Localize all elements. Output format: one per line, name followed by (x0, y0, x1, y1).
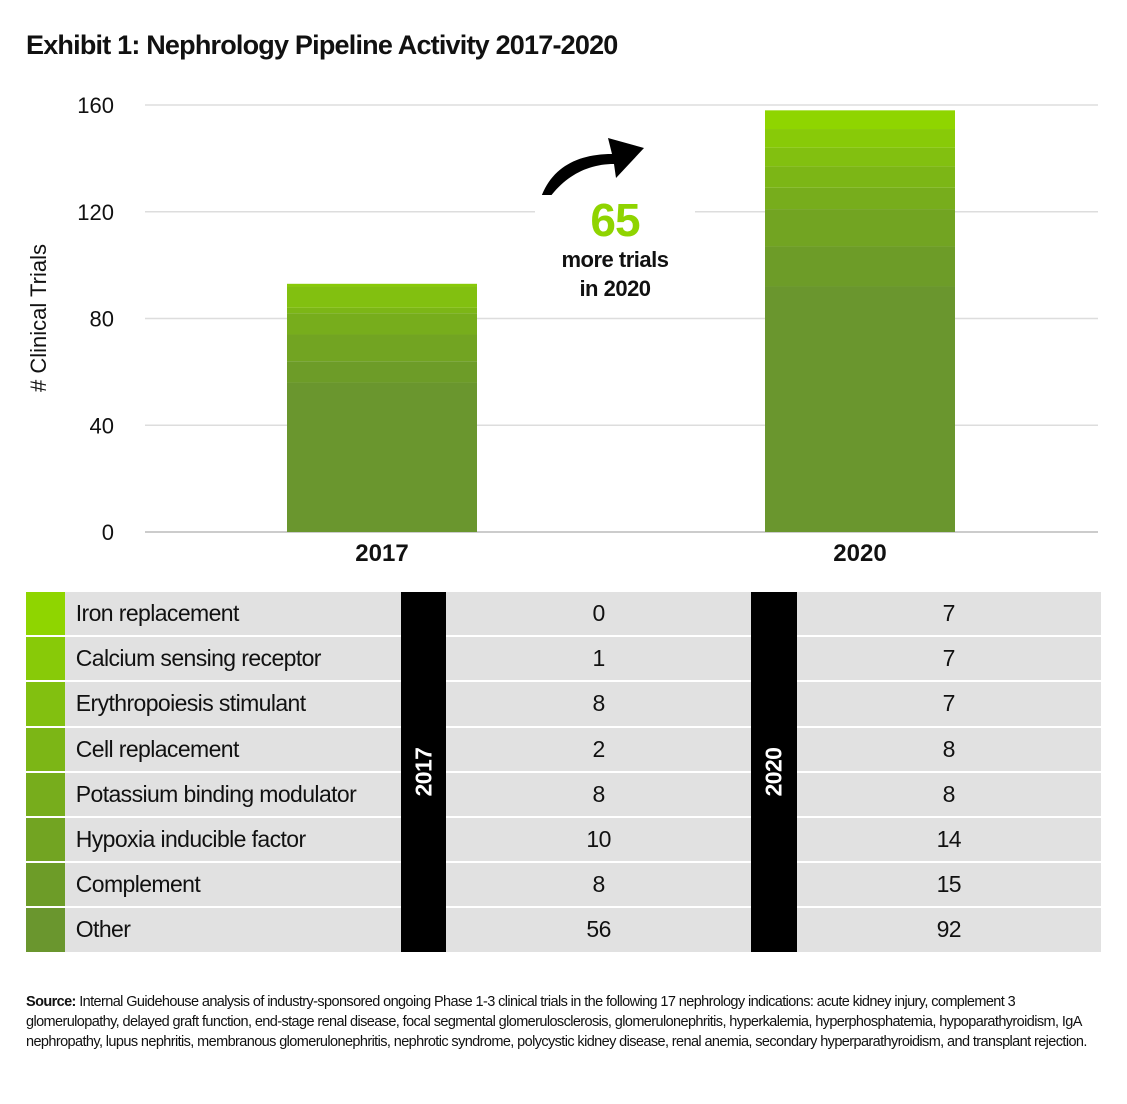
year-label: 2020 (760, 747, 787, 797)
growth-annotation: 65 more trials in 2020 (535, 195, 695, 303)
legend-swatch (26, 906, 65, 952)
y-tick-label: 120 (77, 200, 114, 225)
value-2017: 56 (446, 906, 751, 952)
bar-segment (765, 209, 955, 247)
row-label: Calcium sensing receptor (64, 635, 401, 682)
x-tick-label: 2020 (833, 540, 886, 567)
value-2020: 7 (796, 592, 1101, 637)
annotation-line1: more trials (561, 247, 670, 272)
year-header-2017: 2017 (400, 592, 447, 952)
table-row: Potassium binding modulator 8 8 (26, 770, 1101, 817)
value-2020: 15 (796, 861, 1101, 908)
bar-segment (765, 147, 955, 167)
value-2017: 8 (446, 680, 751, 727)
legend-swatch (26, 815, 65, 863)
bar-segment (287, 286, 477, 308)
legend-swatch (26, 861, 65, 908)
value-2020: 8 (796, 770, 1101, 817)
bar-segment (765, 246, 955, 287)
curved-arrow-icon (536, 138, 644, 222)
table-row: Complement 8 15 (26, 861, 1101, 908)
bar-chart: 0 40 80 120 160 # Clinical Trials 2017 2020 (26, 93, 1098, 567)
legend-swatch (26, 635, 65, 682)
value-2017: 8 (446, 770, 751, 817)
y-tick-label: 160 (77, 93, 114, 118)
bar-segment (287, 361, 477, 383)
value-2017: 8 (446, 861, 751, 908)
bar-segment (765, 129, 955, 148)
legend-swatch (26, 770, 65, 817)
y-tick-label: 80 (90, 307, 114, 332)
legend-swatch (26, 680, 65, 727)
bar-segment (287, 313, 477, 335)
y-tick-label: 0 (102, 520, 114, 545)
year-header-2020: 2020 (750, 592, 797, 952)
table-row: Iron replacement 2017 0 2020 7 (26, 592, 1101, 952)
year-label: 2017 (410, 747, 437, 797)
source-label: Source: (26, 994, 76, 1010)
bar-segment (287, 334, 477, 362)
bar-segment (765, 166, 955, 188)
value-2020: 8 (796, 725, 1101, 772)
y-axis-label: # Clinical Trials (26, 244, 51, 392)
x-tick-label: 2017 (355, 540, 408, 567)
row-label: Complement (64, 861, 401, 908)
bar-segment (287, 307, 477, 314)
annotation-number: 65 (590, 194, 640, 246)
value-2020: 7 (796, 635, 1101, 682)
value-2020: 7 (796, 680, 1101, 727)
legend-swatch (26, 592, 65, 637)
value-2020: 14 (796, 815, 1101, 863)
row-label: Iron replacement (64, 592, 401, 637)
row-label: Cell replacement (64, 725, 401, 772)
y-tick-label: 40 (90, 413, 114, 438)
legend-swatch (26, 725, 65, 772)
table-row: Calcium sensing receptor 1 7 (26, 635, 1101, 682)
annotation-line2: in 2020 (579, 276, 651, 301)
table-row: Other 56 92 (26, 906, 1101, 952)
source-text: Internal Guidehouse analysis of industry… (26, 994, 1087, 1050)
bar-segment (765, 110, 955, 130)
row-label: Erythropoiesis stimulant (64, 680, 401, 727)
annotation-text: more trials in 2020 (535, 245, 695, 303)
data-table: Iron replacement 2017 0 2020 7 Calcium sensi… (26, 592, 1101, 952)
table-row: Hypoxia inducible factor 10 14 (26, 815, 1101, 863)
source-note: Source: Internal Guidehouse analysis of … (26, 992, 1096, 1052)
row-label: Hypoxia inducible factor (64, 815, 401, 863)
value-2017: 1 (446, 635, 751, 682)
row-label: Potassium binding modulator (64, 770, 401, 817)
value-2017: 2 (446, 725, 751, 772)
value-2017: 10 (446, 815, 751, 863)
value-2020: 92 (796, 906, 1101, 952)
table-row: Erythropoiesis stimulant 8 7 (26, 680, 1101, 727)
row-label: Other (64, 906, 401, 952)
table-row: Cell replacement 2 8 (26, 725, 1101, 772)
bar-segment (287, 283, 477, 287)
chart-title: Exhibit 1: Nephrology Pipeline Activity … (26, 30, 618, 60)
bar-segment (765, 187, 955, 210)
bar-segment (287, 382, 477, 532)
bar-segment (765, 286, 955, 532)
value-2017: 0 (446, 592, 751, 637)
